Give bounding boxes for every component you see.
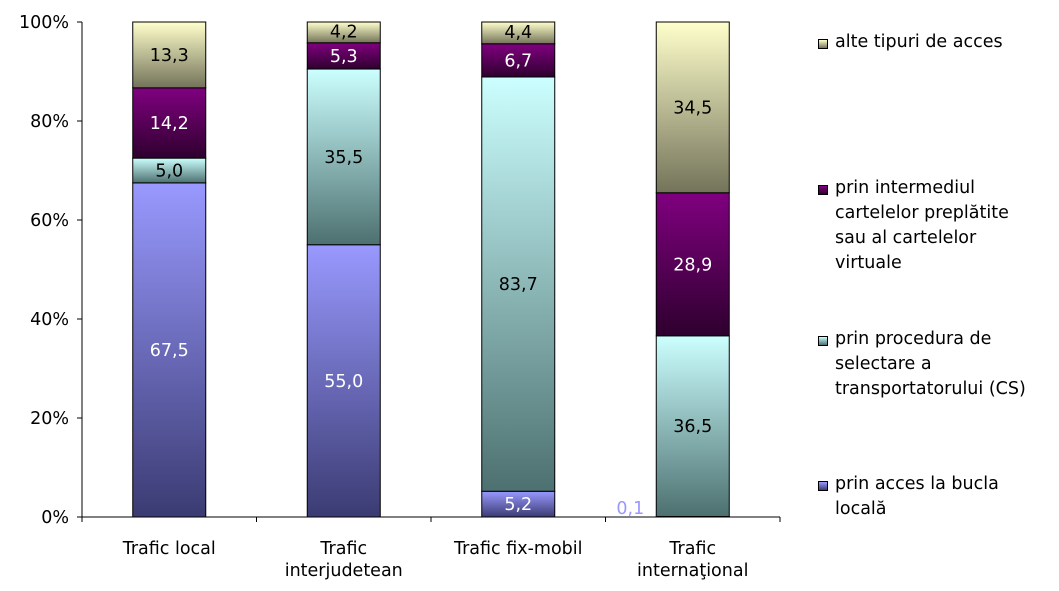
legend-swatch-other-access bbox=[818, 39, 828, 49]
legend-label-line: alte tipuri de acces bbox=[835, 30, 1059, 55]
data-label: 4,4 bbox=[504, 23, 532, 43]
x-tick-label: Trafic fix-mobil bbox=[453, 539, 583, 559]
data-label: 83,7 bbox=[499, 275, 538, 295]
y-tick-label: 0% bbox=[41, 508, 69, 528]
y-tick-label: 40% bbox=[30, 310, 69, 330]
data-label: 34,5 bbox=[673, 98, 712, 118]
data-labels: 67,5 5,0 14,2 13,3 55,0 35,5 5,3 4,2 5,2 83,7 6,7 4… bbox=[150, 22, 712, 519]
data-label: 0,1 bbox=[616, 499, 644, 519]
x-tick-label: Trafic local bbox=[122, 539, 216, 559]
data-label: 4,2 bbox=[330, 22, 358, 42]
data-label: 14,2 bbox=[150, 114, 189, 134]
data-label: 36,5 bbox=[673, 417, 712, 437]
data-label: 13,3 bbox=[150, 46, 189, 66]
data-label: 5,3 bbox=[330, 47, 358, 67]
bars bbox=[133, 22, 730, 517]
legend-label-line: sau al cartelelor bbox=[835, 226, 1059, 251]
legend-label-line: locală bbox=[835, 497, 1059, 522]
legend-label-line: prin acces la bucla bbox=[835, 472, 1059, 497]
legend-label-line: transportatorului (CS) bbox=[835, 377, 1059, 402]
data-label: 28,9 bbox=[673, 255, 712, 275]
legend-label-line: cartelelor preplătite bbox=[835, 201, 1059, 226]
legend-swatch-local-loop bbox=[818, 481, 828, 491]
legend-label-other-access: alte tipuri de acces bbox=[835, 30, 1059, 55]
y-tick-label: 60% bbox=[30, 211, 69, 231]
data-label: 6,7 bbox=[504, 51, 532, 71]
legend-label-line: virtuale bbox=[835, 251, 1059, 276]
legend-swatch-carrier-selection bbox=[818, 336, 828, 346]
y-tick-label: 20% bbox=[30, 409, 69, 429]
y-tick-label: 100% bbox=[19, 13, 69, 33]
legend-swatch-prepaid-cards bbox=[818, 185, 828, 195]
legend-label-line: prin procedura de bbox=[835, 327, 1059, 352]
data-label: 55,0 bbox=[324, 372, 363, 392]
data-label: 67,5 bbox=[150, 341, 189, 361]
data-label: 5,0 bbox=[155, 162, 183, 182]
legend-label-line: selectare a bbox=[835, 352, 1059, 377]
legend-label-line: prin intermediul bbox=[835, 176, 1059, 201]
data-label: 5,2 bbox=[504, 495, 532, 515]
data-label: 35,5 bbox=[324, 148, 363, 168]
y-tick-label: 80% bbox=[30, 112, 69, 132]
